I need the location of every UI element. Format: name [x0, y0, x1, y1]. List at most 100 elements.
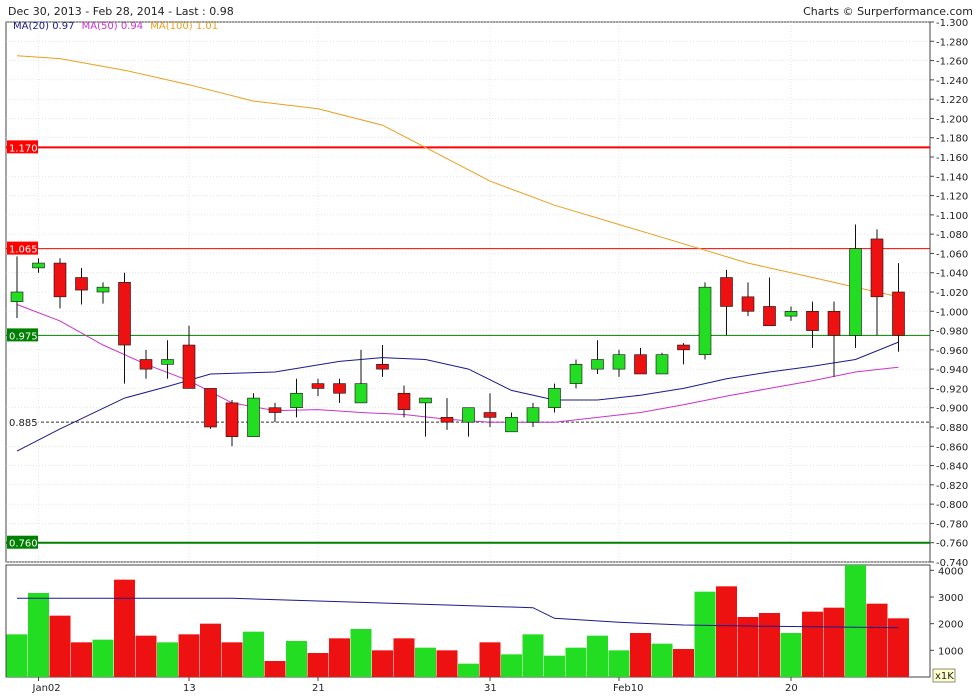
candle-body — [440, 417, 454, 423]
level-tag — [7, 535, 38, 549]
candle-body — [526, 407, 540, 423]
candle-body — [290, 392, 303, 409]
candle-body — [75, 277, 88, 291]
candle-body — [741, 296, 755, 312]
volume-bar — [415, 647, 436, 677]
candle-body — [354, 383, 368, 404]
y-tick-label: -1.080 — [936, 230, 968, 241]
volume-bar — [114, 579, 135, 677]
y-tick-label: -0.780 — [936, 519, 968, 530]
level-tag — [7, 328, 38, 342]
ma-legend: MA(20) 0.97 MA(50) 0.94 MA(100) 1.01 — [13, 21, 218, 32]
date-axis: Jan02 13 21 31 Feb10 20 — [32, 677, 798, 694]
candle-body — [763, 306, 776, 327]
candle-body — [139, 359, 153, 370]
volume-unit-box — [932, 668, 956, 683]
volume-bar — [393, 638, 415, 677]
candle-body — [569, 364, 583, 384]
volume-axis: 1000 2000 3000 4000 x1K — [930, 566, 963, 683]
candles — [10, 224, 905, 447]
volume-bar — [200, 623, 221, 677]
volume-bar — [49, 615, 71, 677]
volume-bar — [178, 634, 200, 677]
candle-body — [376, 364, 389, 370]
candle-body — [419, 397, 432, 404]
volume-bar — [888, 618, 909, 677]
candle-body — [591, 359, 604, 370]
moving-averages — [16, 55, 899, 452]
volume-bar — [243, 631, 264, 677]
ma100-legend-label: MA(100) — [150, 21, 193, 32]
candle-body — [462, 407, 475, 423]
y-tick-label: -0.940 — [936, 365, 968, 376]
volume-bar — [866, 603, 888, 677]
candle-body — [161, 359, 174, 365]
candle-body — [634, 354, 647, 375]
volume-tick-label: 2000 — [938, 620, 963, 631]
candle-body — [311, 383, 325, 389]
volume-bar — [221, 642, 243, 677]
candle-body — [612, 354, 626, 370]
y-tick-label: -0.760 — [936, 539, 968, 550]
volume-average-line — [17, 597, 899, 629]
volume-bar — [329, 638, 350, 677]
volume-bar — [608, 650, 630, 677]
candle-body — [505, 417, 518, 433]
y-tick-label: -1.200 — [936, 114, 968, 125]
date-range-title: Dec 30, 2013 - Feb 28, 2014 - Last : 0.9… — [8, 5, 234, 18]
price-levels: 1.170 1.065 0.975 0.885 0.760 — [6, 140, 930, 550]
candle-body — [548, 388, 561, 409]
volume-bar — [630, 633, 651, 677]
level-label: 1.170 — [9, 143, 38, 154]
volume-bar — [264, 661, 286, 677]
volume-bar — [71, 642, 92, 677]
y-tick-label: -0.820 — [936, 481, 968, 492]
volume-bar — [372, 650, 393, 677]
candle-body — [655, 354, 669, 375]
candle-body — [806, 310, 819, 331]
ma100-legend-value: 1.01 — [195, 21, 219, 32]
y-tick-label: -1.180 — [936, 134, 968, 145]
volume-bar — [135, 635, 157, 677]
volume-bar — [501, 654, 522, 677]
x-tick-label: Jan02 — [32, 683, 61, 694]
candle-body — [784, 310, 798, 317]
volume-tick-label: 4000 — [938, 566, 963, 577]
volume-bar — [823, 607, 845, 677]
volume-bar — [350, 629, 372, 677]
level-tag — [6, 414, 39, 429]
level-tag — [7, 241, 38, 255]
candle-body — [53, 262, 67, 298]
chart-credit: Charts © Surperformance.com — [803, 5, 973, 18]
y-tick-label: -0.860 — [936, 442, 968, 453]
y-tick-label: -0.800 — [936, 500, 968, 511]
y-tick-label: -0.920 — [936, 384, 968, 395]
volume-bar — [780, 633, 802, 677]
volume-tick-label: 1000 — [938, 646, 963, 657]
y-tick-label: -1.060 — [936, 249, 968, 260]
candle-body — [32, 262, 45, 269]
y-tick-label: -0.740 — [936, 558, 968, 569]
volume-bar — [28, 593, 49, 677]
candle-body — [118, 282, 131, 346]
level-label: 1.065 — [9, 245, 38, 256]
volume-bar — [737, 617, 759, 677]
candle-body — [870, 238, 884, 298]
y-tick-label: -1.140 — [936, 172, 968, 183]
volume-bar — [6, 634, 28, 677]
y-tick-label: -1.300 — [936, 18, 968, 29]
volume-bar — [458, 663, 479, 677]
level-tag — [7, 140, 38, 154]
volume-bar — [286, 641, 307, 677]
volume-bar — [587, 635, 608, 677]
volume-bar — [845, 565, 866, 677]
y-tick-label: -1.220 — [936, 95, 968, 106]
candle-body — [182, 344, 196, 389]
y-tick-label: -1.100 — [936, 211, 968, 222]
volume-bar — [716, 586, 737, 677]
y-tick-label: -1.120 — [936, 192, 968, 203]
candle-body — [247, 397, 260, 437]
x-tick-label: 13 — [183, 683, 196, 694]
candle-body — [333, 383, 346, 394]
ma20-legend-value: 0.97 — [52, 21, 75, 32]
